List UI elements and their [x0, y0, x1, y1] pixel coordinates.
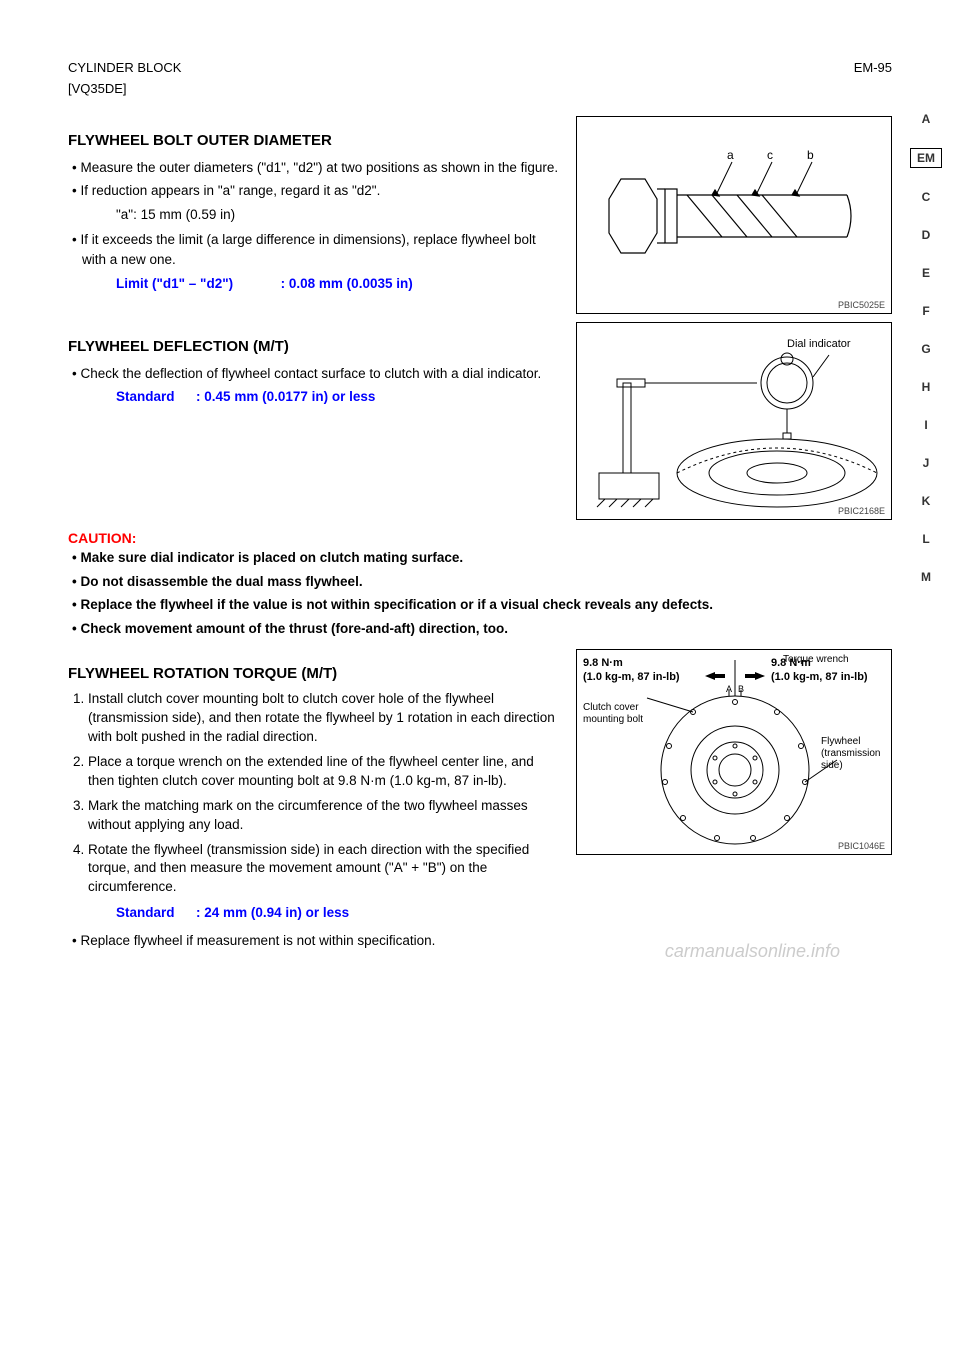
side-em: EM: [910, 148, 942, 168]
fig1-c: c: [767, 148, 773, 162]
fig3-fly2: (transmission: [821, 748, 880, 759]
bolt-bullet-3: If it exceeds the limit (a large differe…: [68, 230, 562, 269]
fig1-b: b: [807, 148, 814, 162]
side-e: E: [910, 264, 942, 282]
fig3-b: B: [738, 684, 744, 694]
rotation-spec: Standard : 24 mm (0.94 in) or less: [68, 903, 562, 923]
bolt-bullet-2: If reduction appears in "a" range, regar…: [68, 181, 562, 201]
side-k: K: [910, 492, 942, 510]
fig3-tw: Torque wrench: [783, 654, 849, 665]
side-index: A EM C D E F G H I J K L M: [910, 110, 942, 586]
bolt-title: FLYWHEEL BOLT OUTER DIAMETER: [68, 130, 562, 152]
bolt-spec-label: Limit ("d1" – "d2"): [116, 276, 233, 291]
figure-rotation: 9.8 N·m (1.0 kg-m, 87 in-lb) 9.8 N·m (1.…: [576, 649, 892, 855]
deflection-spec-label: Standard: [116, 389, 175, 404]
fig3-tr2: (1.0 kg-m, 87 in-lb): [771, 671, 868, 683]
side-g: G: [910, 340, 942, 358]
header-section: [VQ35DE]: [68, 81, 892, 96]
fig3-fly3: side): [821, 760, 843, 771]
bolt-bullet-1: Measure the outer diameters ("d1", "d2")…: [68, 158, 562, 178]
side-c: C: [910, 188, 942, 206]
fig1-ref: PBIC5025E: [838, 300, 885, 310]
deflection-spec-value: : 0.45 mm (0.0177 in) or less: [196, 389, 375, 404]
deflection-bullet: Check the deflection of flywheel contact…: [68, 364, 562, 384]
rotation-spec-label: Standard: [116, 905, 175, 920]
header-right: EM-95: [854, 60, 892, 75]
deflection-title: FLYWHEEL DEFLECTION (M/T): [68, 336, 562, 358]
fig3-clutch2: mounting bolt: [583, 714, 643, 725]
bolt-spec-value: : 0.08 mm (0.0035 in): [281, 276, 413, 291]
step-1: Install clutch cover mounting bolt to cl…: [88, 690, 562, 747]
fig2-label: Dial indicator: [787, 338, 851, 350]
header-left: CYLINDER BLOCK: [68, 60, 181, 75]
caution-3: Replace the flywheel if the value is not…: [68, 595, 892, 615]
side-a: A: [910, 110, 942, 128]
bolt-subline: "a": 15 mm (0.59 in): [68, 205, 562, 225]
side-f: F: [910, 302, 942, 320]
fig3-a: A: [726, 684, 732, 694]
side-i: I: [910, 416, 942, 434]
fig3-tl1: 9.8 N·m: [583, 657, 623, 669]
caution-4: Check movement amount of the thrust (for…: [68, 619, 892, 639]
side-l: L: [910, 530, 942, 548]
step-4: Rotate the flywheel (transmission side) …: [88, 841, 562, 898]
watermark: carmanualsonline.info: [665, 941, 840, 962]
fig1-a: a: [727, 148, 734, 162]
side-d: D: [910, 226, 942, 244]
side-h: H: [910, 378, 942, 396]
fig3-ref: PBIC1046E: [838, 841, 885, 851]
figure-bolt: a c b PBIC5025E: [576, 116, 892, 314]
caution-label: CAUTION:: [68, 528, 892, 548]
deflection-spec: Standard : 0.45 mm (0.0177 in) or less: [68, 387, 562, 407]
fig3-clutch1: Clutch cover: [583, 702, 639, 713]
figure-deflection: Dial indicator PBIC2168E: [576, 322, 892, 520]
rotation-title: FLYWHEEL ROTATION TORQUE (M/T): [68, 663, 562, 685]
fig2-ref: PBIC2168E: [838, 506, 885, 516]
rotation-spec-value: : 24 mm (0.94 in) or less: [196, 905, 349, 920]
caution-2: Do not disassemble the dual mass flywhee…: [68, 572, 892, 592]
bolt-spec: Limit ("d1" – "d2") : 0.08 mm (0.0035 in…: [68, 274, 562, 294]
step-3: Mark the matching mark on the circumfere…: [88, 797, 562, 835]
caution-1: Make sure dial indicator is placed on cl…: [68, 548, 892, 568]
fig3-fly1: Flywheel: [821, 736, 860, 747]
rotation-tail: Replace flywheel if measurement is not w…: [68, 931, 562, 951]
step-2: Place a torque wrench on the extended li…: [88, 753, 562, 791]
side-m: M: [910, 568, 942, 586]
fig3-tl2: (1.0 kg-m, 87 in-lb): [583, 671, 680, 683]
side-j: J: [910, 454, 942, 472]
